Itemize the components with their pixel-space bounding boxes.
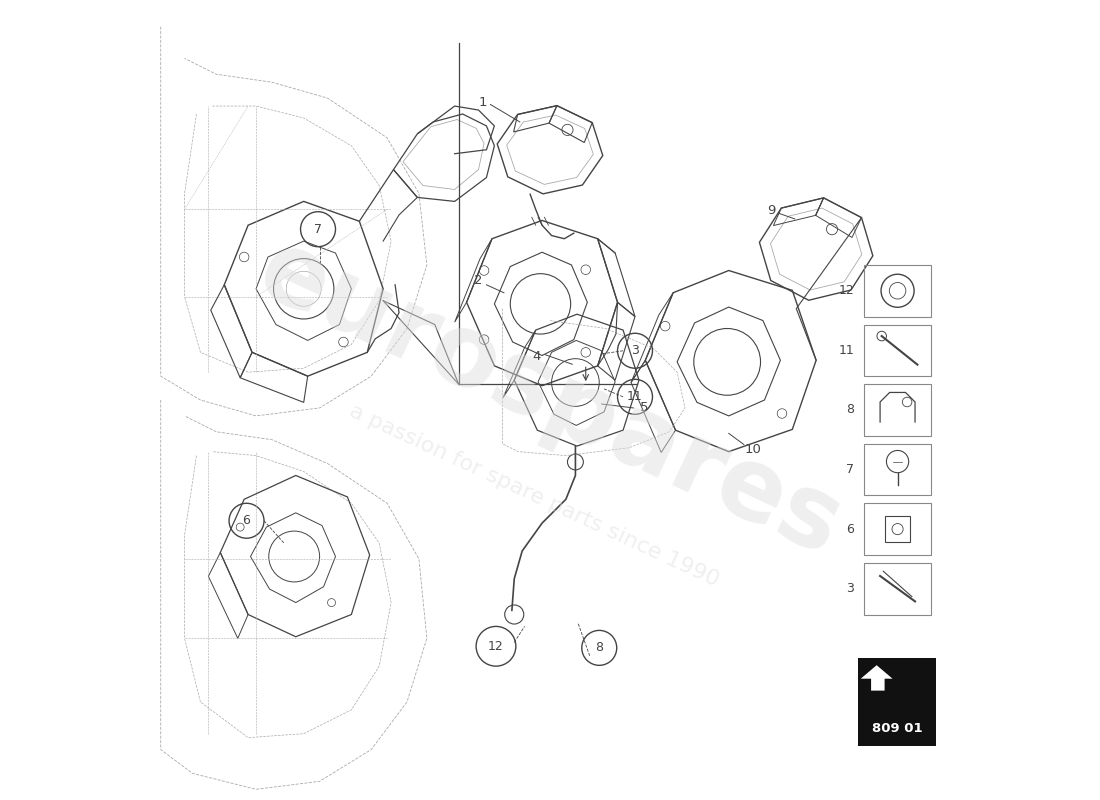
Text: 7: 7 <box>846 463 855 476</box>
Text: 4: 4 <box>532 350 541 363</box>
Bar <box>864 325 932 376</box>
Text: 5: 5 <box>639 402 648 414</box>
Bar <box>864 563 932 614</box>
Text: 9: 9 <box>767 205 775 218</box>
Text: 6: 6 <box>846 522 855 535</box>
Text: 1: 1 <box>478 95 486 109</box>
Text: 10: 10 <box>744 442 761 456</box>
Text: 3: 3 <box>846 582 855 595</box>
Text: 11: 11 <box>627 390 642 403</box>
Text: a passion for spare parts since 1990: a passion for spare parts since 1990 <box>346 401 723 590</box>
Bar <box>864 444 932 495</box>
Text: 11: 11 <box>838 344 855 357</box>
Text: 8: 8 <box>846 403 855 417</box>
Text: 8: 8 <box>595 642 603 654</box>
Bar <box>864 503 932 555</box>
Text: 809 01: 809 01 <box>872 722 923 734</box>
Bar <box>858 658 936 746</box>
Text: 3: 3 <box>631 344 639 358</box>
Text: 12: 12 <box>838 284 855 298</box>
Text: 6: 6 <box>243 514 251 527</box>
Text: 2: 2 <box>474 274 483 287</box>
Text: eurospares: eurospares <box>243 222 857 578</box>
Text: 7: 7 <box>314 222 322 236</box>
Polygon shape <box>861 665 892 690</box>
Bar <box>864 384 932 436</box>
Bar <box>864 265 932 317</box>
Text: 12: 12 <box>488 640 504 653</box>
